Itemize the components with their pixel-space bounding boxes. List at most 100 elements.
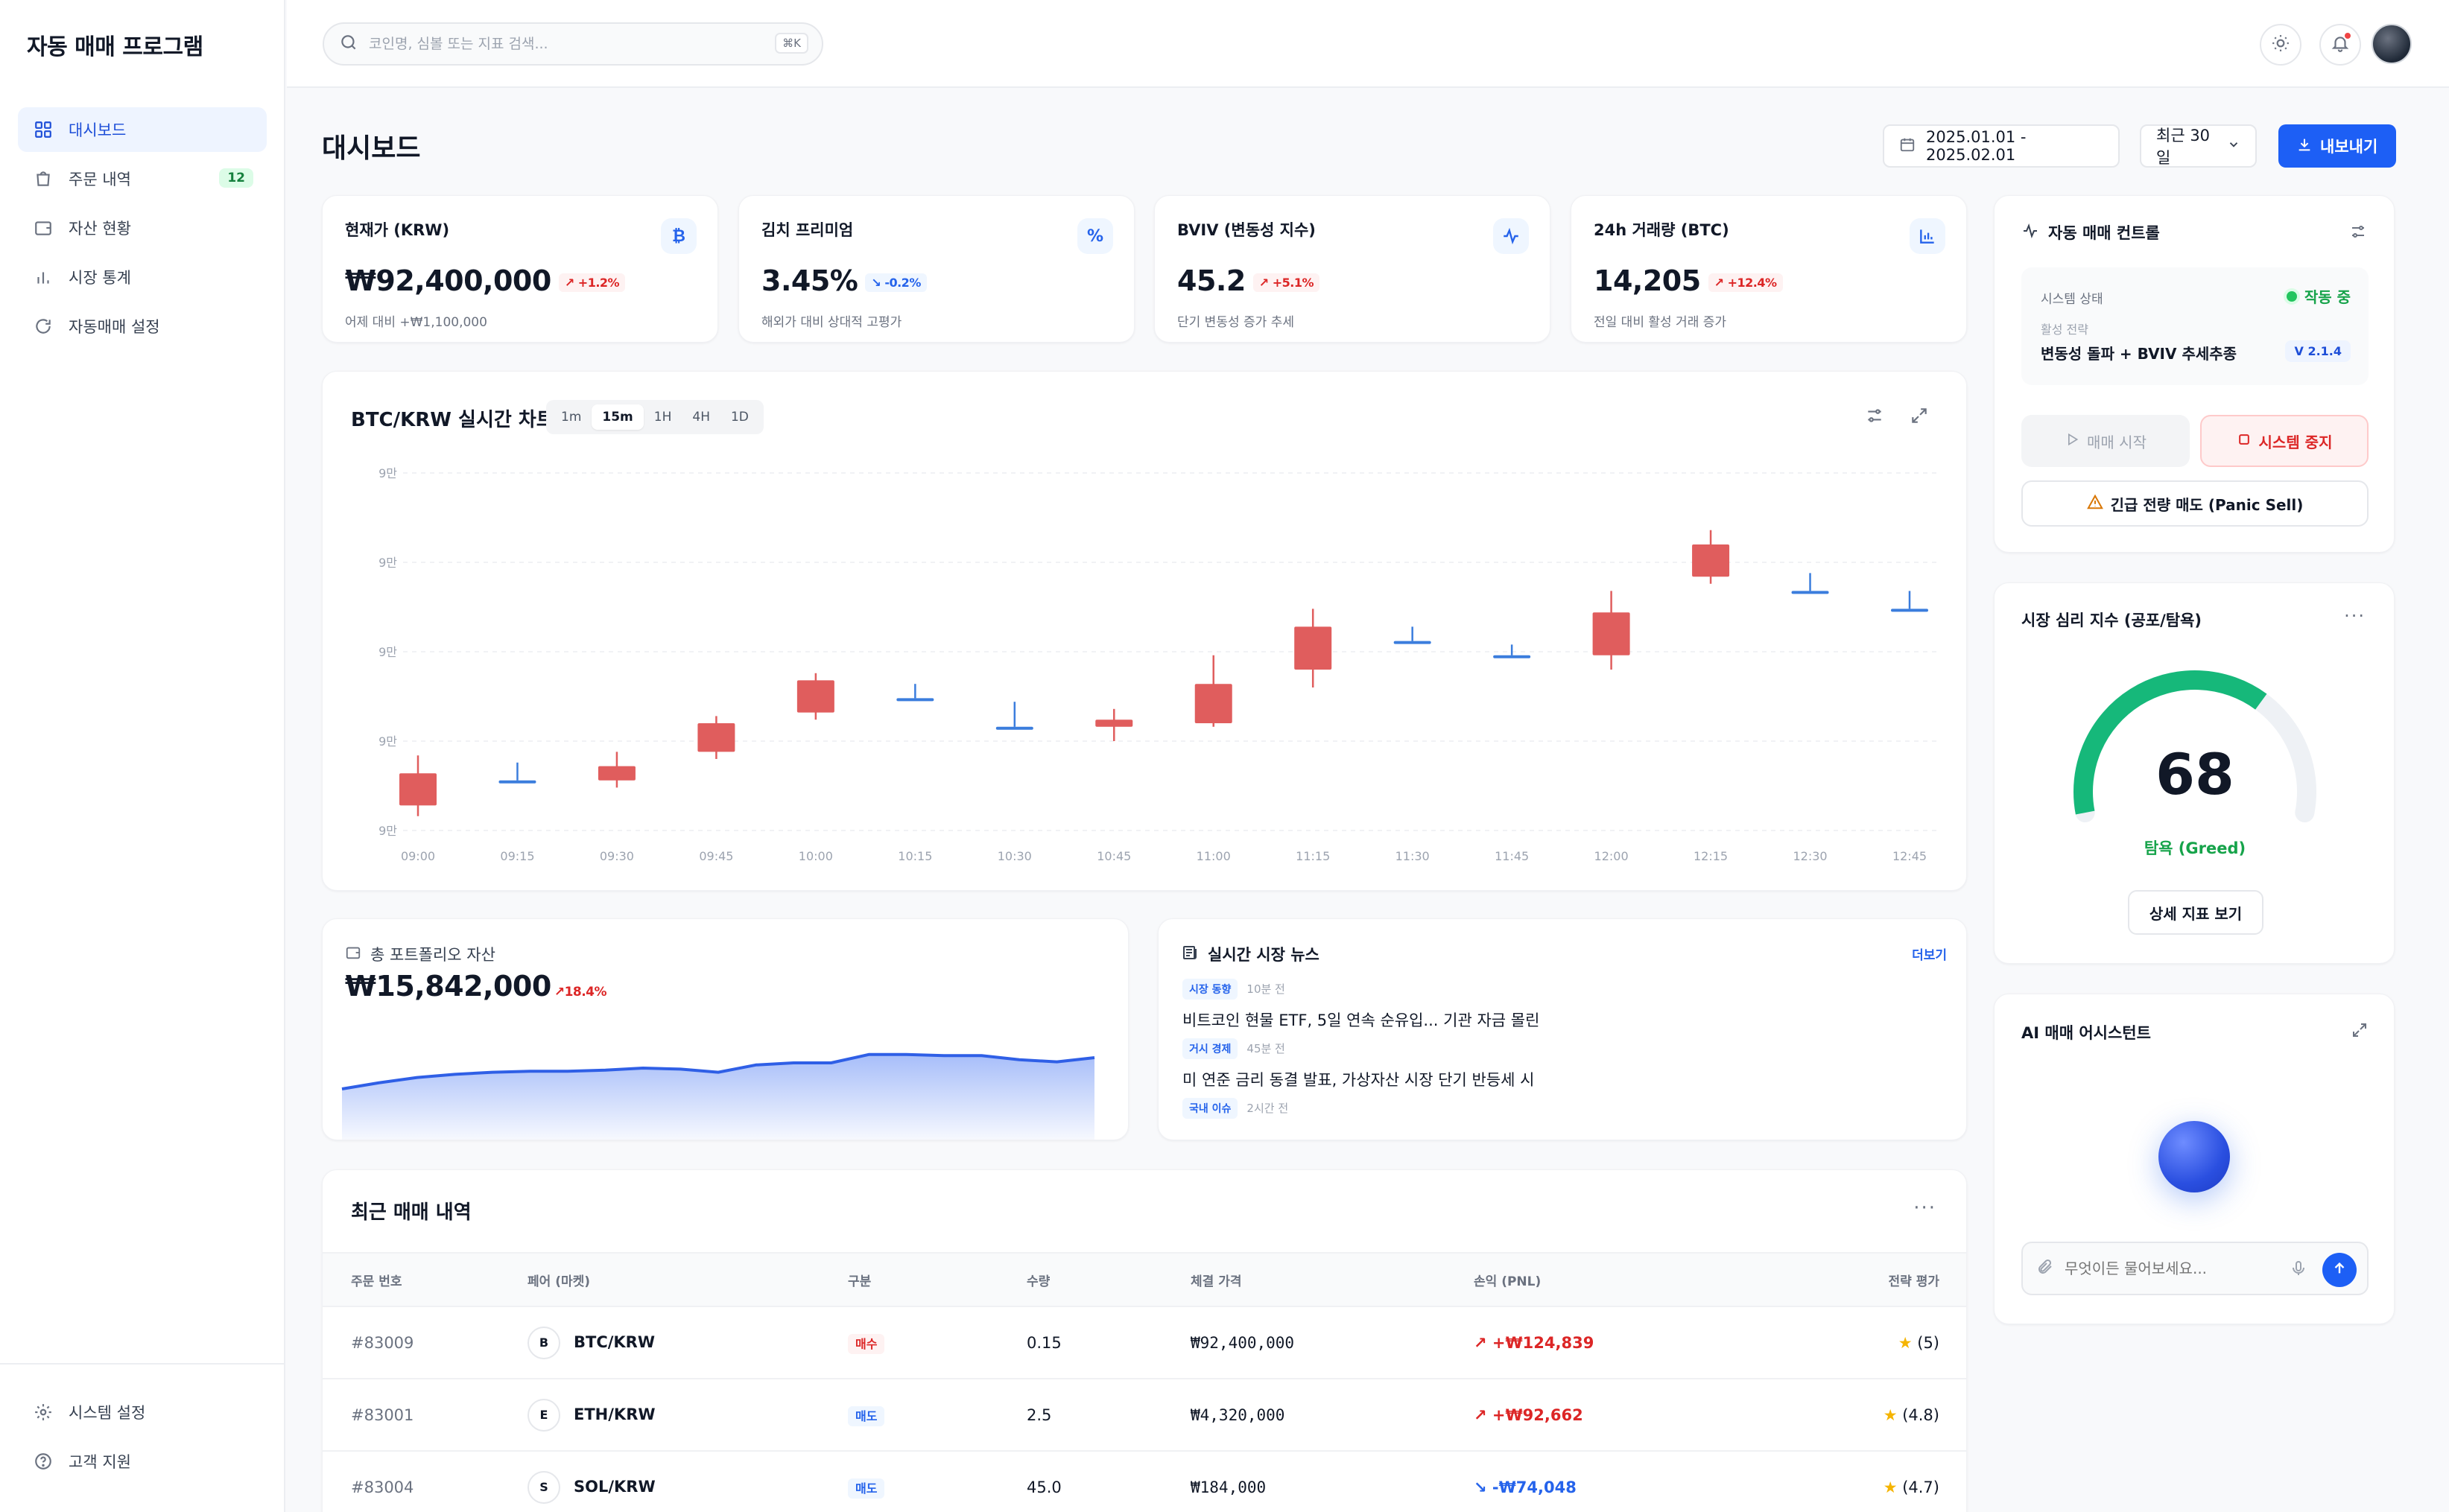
- x-tick-label: 11:45: [1495, 849, 1529, 863]
- sliders-icon[interactable]: [2349, 223, 2367, 244]
- news-item[interactable]: 국내 이슈 2시간 전: [1182, 1098, 1288, 1119]
- sidebar-item-system-settings[interactable]: 시스템 설정: [18, 1390, 267, 1435]
- x-tick-label: 09:00: [401, 849, 435, 863]
- candle[interactable]: [1493, 644, 1531, 658]
- table-row[interactable]: #83001 E ETH/KRW 매도 2.5 ₩4,320,000 ↗ +₩92…: [323, 1379, 1966, 1452]
- stat-card-kimchi-premium: 김치 프리미엄 % 3.45% ↘ -0.2% 해외가 대비 상대적 고평가: [738, 195, 1135, 343]
- stat-change: ↘ -0.2%: [865, 273, 927, 292]
- control-title: 자동 매매 컨트롤: [2048, 224, 2160, 242]
- candle[interactable]: [1194, 655, 1232, 727]
- news-item[interactable]: 시장 동향 10분 전 비트코인 현물 ETF, 5일 연속 순유입... 기관 …: [1182, 979, 1539, 1031]
- news-tag: 국내 이슈: [1182, 1098, 1238, 1119]
- candle[interactable]: [896, 684, 934, 702]
- timeframe-1m[interactable]: 1m: [561, 410, 582, 425]
- stat-label: BVIV (변동성 지수): [1177, 221, 1316, 239]
- timeframe-1d[interactable]: 1D: [730, 410, 749, 425]
- candle[interactable]: [796, 673, 834, 720]
- side-badge: 매도: [848, 1478, 885, 1499]
- candle[interactable]: [598, 752, 636, 788]
- candle-body: [1294, 626, 1332, 670]
- date-range-picker[interactable]: 2025.01.01 - 2025.02.01: [1883, 124, 2120, 168]
- candle[interactable]: [1791, 573, 1829, 594]
- system-status-panel: 시스템 상태 작동 중 활성 전략 변동성 돌파 + BVIV 추세추종 V 2…: [2021, 267, 2369, 385]
- more-icon[interactable]: ···: [1913, 1197, 1936, 1219]
- pair-cell: E ETH/KRW: [527, 1379, 848, 1452]
- timeframe-4h[interactable]: 4H: [692, 410, 710, 425]
- x-tick-label: 11:00: [1197, 849, 1231, 863]
- col-rating: 전략 평가: [1787, 1252, 1966, 1307]
- refresh-icon: [33, 316, 54, 337]
- news-time: 2시간 전: [1246, 1102, 1289, 1115]
- more-icon[interactable]: ···: [2344, 606, 2366, 626]
- stop-system-button[interactable]: 시스템 중지: [2200, 415, 2369, 467]
- assistant-input-bar: [2021, 1242, 2369, 1295]
- price: ₩92,400,000: [1191, 1306, 1474, 1379]
- candle[interactable]: [1592, 591, 1630, 670]
- wallet-icon: [33, 217, 54, 238]
- side-cell: 매도: [848, 1379, 1027, 1452]
- candle[interactable]: [995, 702, 1033, 730]
- assistant-input[interactable]: [2065, 1260, 2281, 1277]
- x-tick-label: 09:15: [500, 849, 534, 863]
- export-button[interactable]: 내보내기: [2278, 124, 2396, 168]
- news-time: 45분 전: [1246, 1042, 1285, 1055]
- candle[interactable]: [498, 762, 536, 784]
- trades-title: 최근 매매 내역: [351, 1201, 472, 1224]
- period-select[interactable]: 최근 30일: [2140, 124, 2257, 168]
- send-button[interactable]: [2322, 1253, 2357, 1287]
- candle[interactable]: [1692, 530, 1730, 584]
- col-qty: 수량: [1027, 1252, 1191, 1307]
- candle[interactable]: [1095, 708, 1133, 741]
- sidebar-item-auto-trade-settings[interactable]: 자동매매 설정: [18, 304, 267, 349]
- candle[interactable]: [1294, 609, 1332, 687]
- search-input[interactable]: [369, 36, 756, 52]
- order-id: #83009: [323, 1306, 527, 1379]
- expand-icon[interactable]: [1910, 406, 1929, 428]
- timeframe-15m[interactable]: 15m: [592, 404, 644, 430]
- theme-toggle-button[interactable]: [2260, 24, 2301, 66]
- sidebar-item-dashboard[interactable]: 대시보드: [18, 107, 267, 152]
- pnl: ↘ -₩74,048: [1474, 1451, 1787, 1512]
- pair-name: ETH/KRW: [574, 1405, 656, 1423]
- panic-sell-button[interactable]: 긴급 전량 매도 (Panic Sell): [2021, 480, 2369, 527]
- price-chart-card: BTC/KRW 실시간 차트 1m 15m 1H 4H 1D 9만 9만 9만 9만 9…: [322, 371, 1967, 891]
- ai-orb[interactable]: [2158, 1121, 2230, 1192]
- ai-assistant-card: AI 매매 어시스턴트: [1994, 994, 2395, 1324]
- version-badge: V 2.1.4: [2285, 340, 2351, 362]
- star-icon: ★: [1898, 1333, 1913, 1352]
- table-row[interactable]: #83009 B BTC/KRW 매수 0.15 ₩92,400,000 ↗ +₩…: [323, 1306, 1966, 1379]
- start-trading-button[interactable]: 매매 시작: [2021, 415, 2190, 467]
- status-value: 작동 중: [2286, 285, 2351, 307]
- search-bar[interactable]: ⌘K: [323, 22, 823, 66]
- sidebar-item-assets[interactable]: 자산 현황: [18, 206, 267, 250]
- candle[interactable]: [1891, 591, 1928, 612]
- candle-body: [1592, 612, 1630, 655]
- help-icon: [33, 1451, 54, 1472]
- table-row[interactable]: #83004 S SOL/KRW 매도 45.0 ₩184,000 ↘ -₩74,…: [323, 1451, 1966, 1512]
- paperclip-icon[interactable]: [2036, 1258, 2054, 1279]
- notifications-button[interactable]: [2319, 24, 2361, 66]
- sidebar-item-market-stats[interactable]: 시장 통계: [18, 255, 267, 299]
- microphone-icon[interactable]: [2290, 1260, 2307, 1280]
- coin-icon: S: [527, 1470, 560, 1504]
- candle-body: [1493, 655, 1531, 658]
- candle[interactable]: [697, 716, 735, 759]
- portfolio-change: ↗18.4%: [554, 985, 607, 1000]
- sidebar-item-support[interactable]: 고객 지원: [18, 1439, 267, 1484]
- news-more-link[interactable]: 더보기: [1912, 948, 1947, 963]
- timeframe-1h[interactable]: 1H: [653, 410, 672, 425]
- play-icon: [2065, 432, 2079, 451]
- avatar[interactable]: [2372, 24, 2412, 64]
- chart-toolbar: [1865, 406, 1929, 428]
- view-details-button[interactable]: 상세 지표 보기: [2128, 890, 2263, 935]
- x-tick-label: 09:45: [699, 849, 733, 863]
- sidebar-item-orders[interactable]: 주문 내역 12: [18, 156, 267, 201]
- news-item[interactable]: 거시 경제 45분 전 미 연준 금리 동결 발표, 가상자산 시장 단기 반등세…: [1182, 1038, 1534, 1090]
- candle[interactable]: [1393, 626, 1431, 644]
- sidebar-item-label: 자산 현황: [69, 220, 131, 238]
- gear-icon: [33, 1402, 54, 1423]
- expand-icon[interactable]: [2351, 1021, 2369, 1042]
- candle[interactable]: [399, 755, 437, 816]
- order-id: #83001: [323, 1379, 527, 1452]
- sliders-icon[interactable]: [1865, 406, 1884, 428]
